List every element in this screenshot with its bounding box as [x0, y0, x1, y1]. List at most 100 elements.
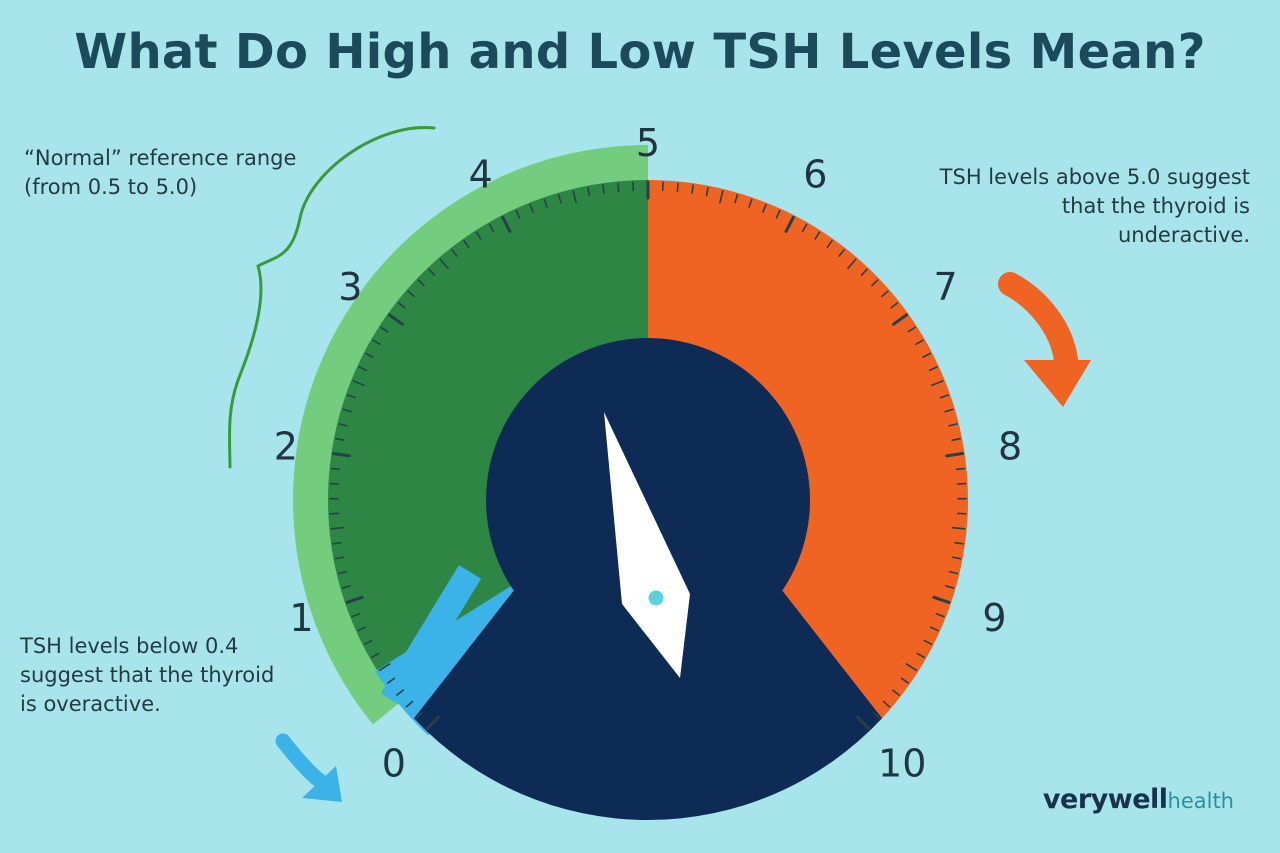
gauge-scale-label: 5 [636, 121, 660, 165]
gauge-tick [417, 279, 425, 287]
gauge-tick [397, 302, 406, 309]
gauge-tick [881, 290, 889, 298]
gauge-tick [347, 394, 357, 399]
gauge-tick [345, 595, 364, 604]
gauge-tick [923, 639, 933, 645]
gauge-tick [342, 408, 352, 413]
gauge-tick [856, 715, 871, 731]
high-tsh-note: TSH levels above 5.0 suggest that the th… [940, 163, 1250, 250]
brand-logo: verywellhealth [1043, 784, 1234, 815]
arrow-down-icon [998, 272, 1091, 407]
gauge-tick [945, 452, 965, 458]
gauge-tick [890, 302, 899, 309]
gauge-tick [944, 408, 954, 413]
gauge-tick [814, 231, 821, 240]
gauge-scale-label: 0 [382, 741, 406, 785]
gauge-tick [951, 437, 961, 442]
gauge-tick [557, 194, 562, 204]
gauge-tick [428, 268, 436, 277]
high-tsh-note-line: TSH levels above 5.0 suggest [939, 165, 1250, 189]
brand-logo-part: health [1167, 789, 1234, 813]
gauge-tick [543, 198, 548, 208]
gauge-tick [617, 182, 620, 193]
gauge-tick [826, 239, 833, 248]
gauge-tick [882, 700, 891, 708]
gauge-tick [529, 203, 534, 213]
low-tsh-note-line: suggest that the thyroid [20, 663, 275, 687]
gauge-tick [488, 223, 495, 233]
gauge-tick [463, 239, 470, 248]
gauge-tick [748, 198, 753, 208]
gauge-tick [871, 279, 879, 287]
high-tsh-note-line: that the thyroid is [1061, 194, 1250, 218]
gauge-tick [572, 190, 577, 204]
needle-pivot [648, 590, 664, 606]
gauge-tick [337, 570, 348, 575]
low-marker [380, 565, 482, 707]
arrow-down-right-icon [275, 733, 342, 802]
gauge-tick [676, 182, 679, 193]
center-wedge [413, 590, 883, 821]
gauge-tick [907, 326, 916, 333]
gauge-tick [922, 352, 932, 358]
normal-zone [328, 180, 648, 689]
gauge-tick [847, 258, 857, 270]
gauge-tick [948, 423, 958, 427]
gauge-tick [900, 677, 909, 684]
high-zone [648, 180, 969, 731]
gauge-scale-label: 1 [289, 596, 313, 640]
gauge-tick [860, 268, 868, 277]
gauge-tick [396, 689, 404, 696]
gauge-tick [775, 209, 781, 219]
gauge-tick [602, 184, 605, 194]
gauge-scale-label: 7 [934, 265, 958, 309]
brand-logo-part: verywell [1042, 784, 1168, 815]
gauge-tick [705, 186, 709, 197]
normal-range-band [293, 145, 648, 725]
gauge-tick [872, 711, 881, 719]
gauge-needle [604, 412, 690, 678]
gauge-scale-label: 3 [338, 265, 362, 309]
gauge-tick [587, 186, 591, 197]
gauge-tick [358, 366, 368, 372]
gauge-tick [801, 223, 808, 233]
gauge-tick [935, 612, 945, 618]
gauge-tick [425, 715, 440, 731]
gauge-tick [363, 639, 373, 645]
gauge-tick [352, 380, 366, 387]
gauge-tick [892, 313, 909, 326]
gauge-tick [387, 677, 396, 684]
gauge-tick [951, 526, 966, 530]
gauge-tick [954, 541, 964, 545]
gauge-tick [932, 595, 951, 604]
gauge-tick [915, 339, 924, 346]
gauge-tick [784, 215, 795, 233]
gauge-scale-label: 4 [469, 153, 493, 197]
gauge-tick [451, 248, 458, 257]
gauge-scale-labels: 0 1 2 3 4 5 6 7 8 9 10 [274, 121, 1022, 785]
gauge-tick [515, 209, 521, 219]
gauge-tick [892, 689, 900, 696]
gauge-tick [475, 231, 482, 240]
gauge-scale-label: 10 [878, 741, 926, 785]
gauge-tick [357, 626, 367, 632]
gauge-tick [955, 467, 966, 471]
gauge-scale-label: 6 [803, 153, 827, 197]
gauge-tick [948, 570, 959, 575]
gauge-tick [351, 612, 361, 618]
gauge-tick [501, 215, 512, 233]
gauge-tick [338, 423, 348, 427]
gauge-tick [415, 711, 424, 719]
normal-range-bracket [227, 126, 436, 469]
gauge-tick [332, 541, 342, 545]
gauge-tick [372, 339, 381, 346]
gauge-tick [405, 700, 414, 708]
gauge-scale-label: 2 [274, 425, 298, 469]
gauge-tick [945, 585, 955, 589]
gauge-tick [691, 184, 694, 194]
gauge-tick [331, 452, 351, 458]
gauge-tick [364, 352, 374, 358]
gauge-ticks [329, 180, 967, 731]
normal-range-note-line: (from 0.5 to 5.0) [24, 175, 198, 199]
